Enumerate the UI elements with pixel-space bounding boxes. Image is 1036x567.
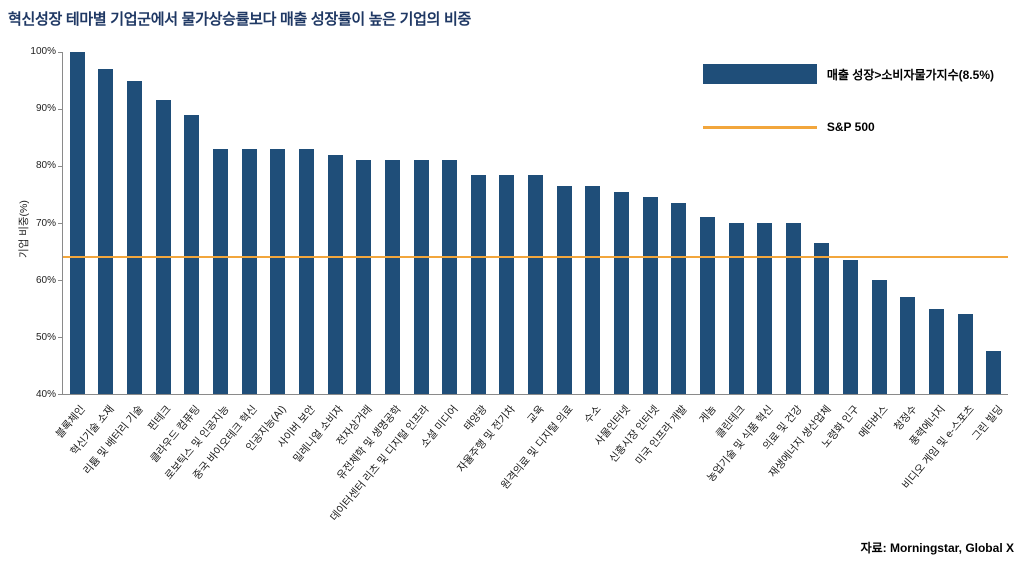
source-note: 자료: Morningstar, Global X [860,541,1014,555]
bar-series-swatch-icon [702,64,817,84]
bar-10 [327,154,343,394]
bar-column [464,52,493,394]
y-tick-mark [58,394,63,395]
bar-column [922,52,951,394]
bar-column [206,52,235,394]
bar-column [292,52,321,394]
bar-column [722,52,751,394]
legend-item-revenue-growth: 매출 성장>소비자물가지수(8.5%) [702,64,994,84]
legend-label-revenue-growth: 매출 성장>소비자물가지수(8.5%) [826,67,994,82]
bar-25 [757,223,773,394]
bar-column [92,52,121,394]
bar-column [894,52,923,394]
bar-22 [671,203,687,394]
y-tick-mark [58,223,63,224]
y-tick-label: 60% [35,274,56,286]
bar-24 [728,223,744,394]
bar-20 [613,191,629,394]
bar-column [579,52,608,394]
y-tick-label: 90% [35,103,56,115]
bar-column [263,52,292,394]
bar-column [493,52,522,394]
bar-2 [98,69,114,394]
bar-11 [356,160,372,394]
bar-column [779,52,808,394]
y-tick-label: 70% [35,217,56,229]
bar-33 [986,351,1002,394]
y-tick-label: 40% [35,389,56,400]
bar-6 [213,148,229,394]
legend: 매출 성장>소비자물가지수(8.5%) S&P 500 [702,64,994,134]
bar-17 [528,174,544,394]
bar-15 [470,174,486,394]
y-tick-mark [58,280,63,282]
bar-column [664,52,693,394]
bar-9 [298,148,314,394]
bar-1 [69,52,85,394]
bar-column [550,52,579,394]
bar-column [693,52,722,394]
y-tick-label: 50% [35,331,56,343]
bar-column [980,52,1009,394]
y-tick-mark [58,52,63,53]
bar-column [178,52,207,394]
bar-column [321,52,350,394]
x-axis-category-labels: 블록체인 혁신기술 소재 리튬 및 배터리 기술 핀테크 클라우드 컴퓨팅 로보틱스 및 … [54,399,1008,537]
bar-column [636,52,665,394]
bar-28 [843,260,859,394]
bar-21 [642,197,658,394]
bar-14 [442,160,458,394]
sp500-line-swatch-icon [702,125,817,129]
bar-column [808,52,837,394]
legend-item-sp500: S&P 500 [702,120,994,134]
bar-column [407,52,436,394]
bar-27 [814,242,830,394]
y-axis-tick-labels: 40% 50% 60% 70% 80% 90% 100% [12,46,56,400]
bar-7 [241,148,257,394]
bar-column [378,52,407,394]
bar-31 [929,308,945,394]
sp500-reference-line [63,256,1008,259]
bar-29 [871,280,887,394]
bar-5 [184,114,200,394]
bar-26 [785,223,801,394]
y-tick-label: 80% [35,160,56,172]
bar-column [435,52,464,394]
bar-18 [556,185,572,394]
bar-column [149,52,178,394]
bar-column [349,52,378,394]
y-tick-mark [58,109,63,110]
bar-16 [499,174,515,394]
bar-column [120,52,149,394]
bar-column [750,52,779,394]
bar-column [836,52,865,394]
bar-23 [699,217,715,394]
bar-column [521,52,550,394]
bar-3 [127,80,143,394]
bar-8 [270,148,286,394]
bar-32 [957,314,973,394]
bar-column [865,52,894,394]
bar-column [607,52,636,394]
bar-column [63,52,92,394]
bar-19 [585,185,601,394]
y-tick-mark [58,337,63,339]
y-tick-label: 100% [30,46,56,57]
bar-column [235,52,264,394]
bar-13 [413,160,429,394]
chart-title: 혁신성장 테마별 기업군에서 물가상승률보다 매출 성장률이 높은 기업의 비중 [8,11,471,28]
y-tick-mark [58,166,63,168]
bar-column [951,52,980,394]
plot-area: 매출 성장>소비자물가지수(8.5%) S&P 500 [58,52,1008,395]
bar-series [63,52,1008,394]
bar-30 [900,297,916,394]
bar-4 [155,100,171,394]
bar-12 [384,160,400,394]
legend-label-sp500: S&P 500 [826,120,875,134]
